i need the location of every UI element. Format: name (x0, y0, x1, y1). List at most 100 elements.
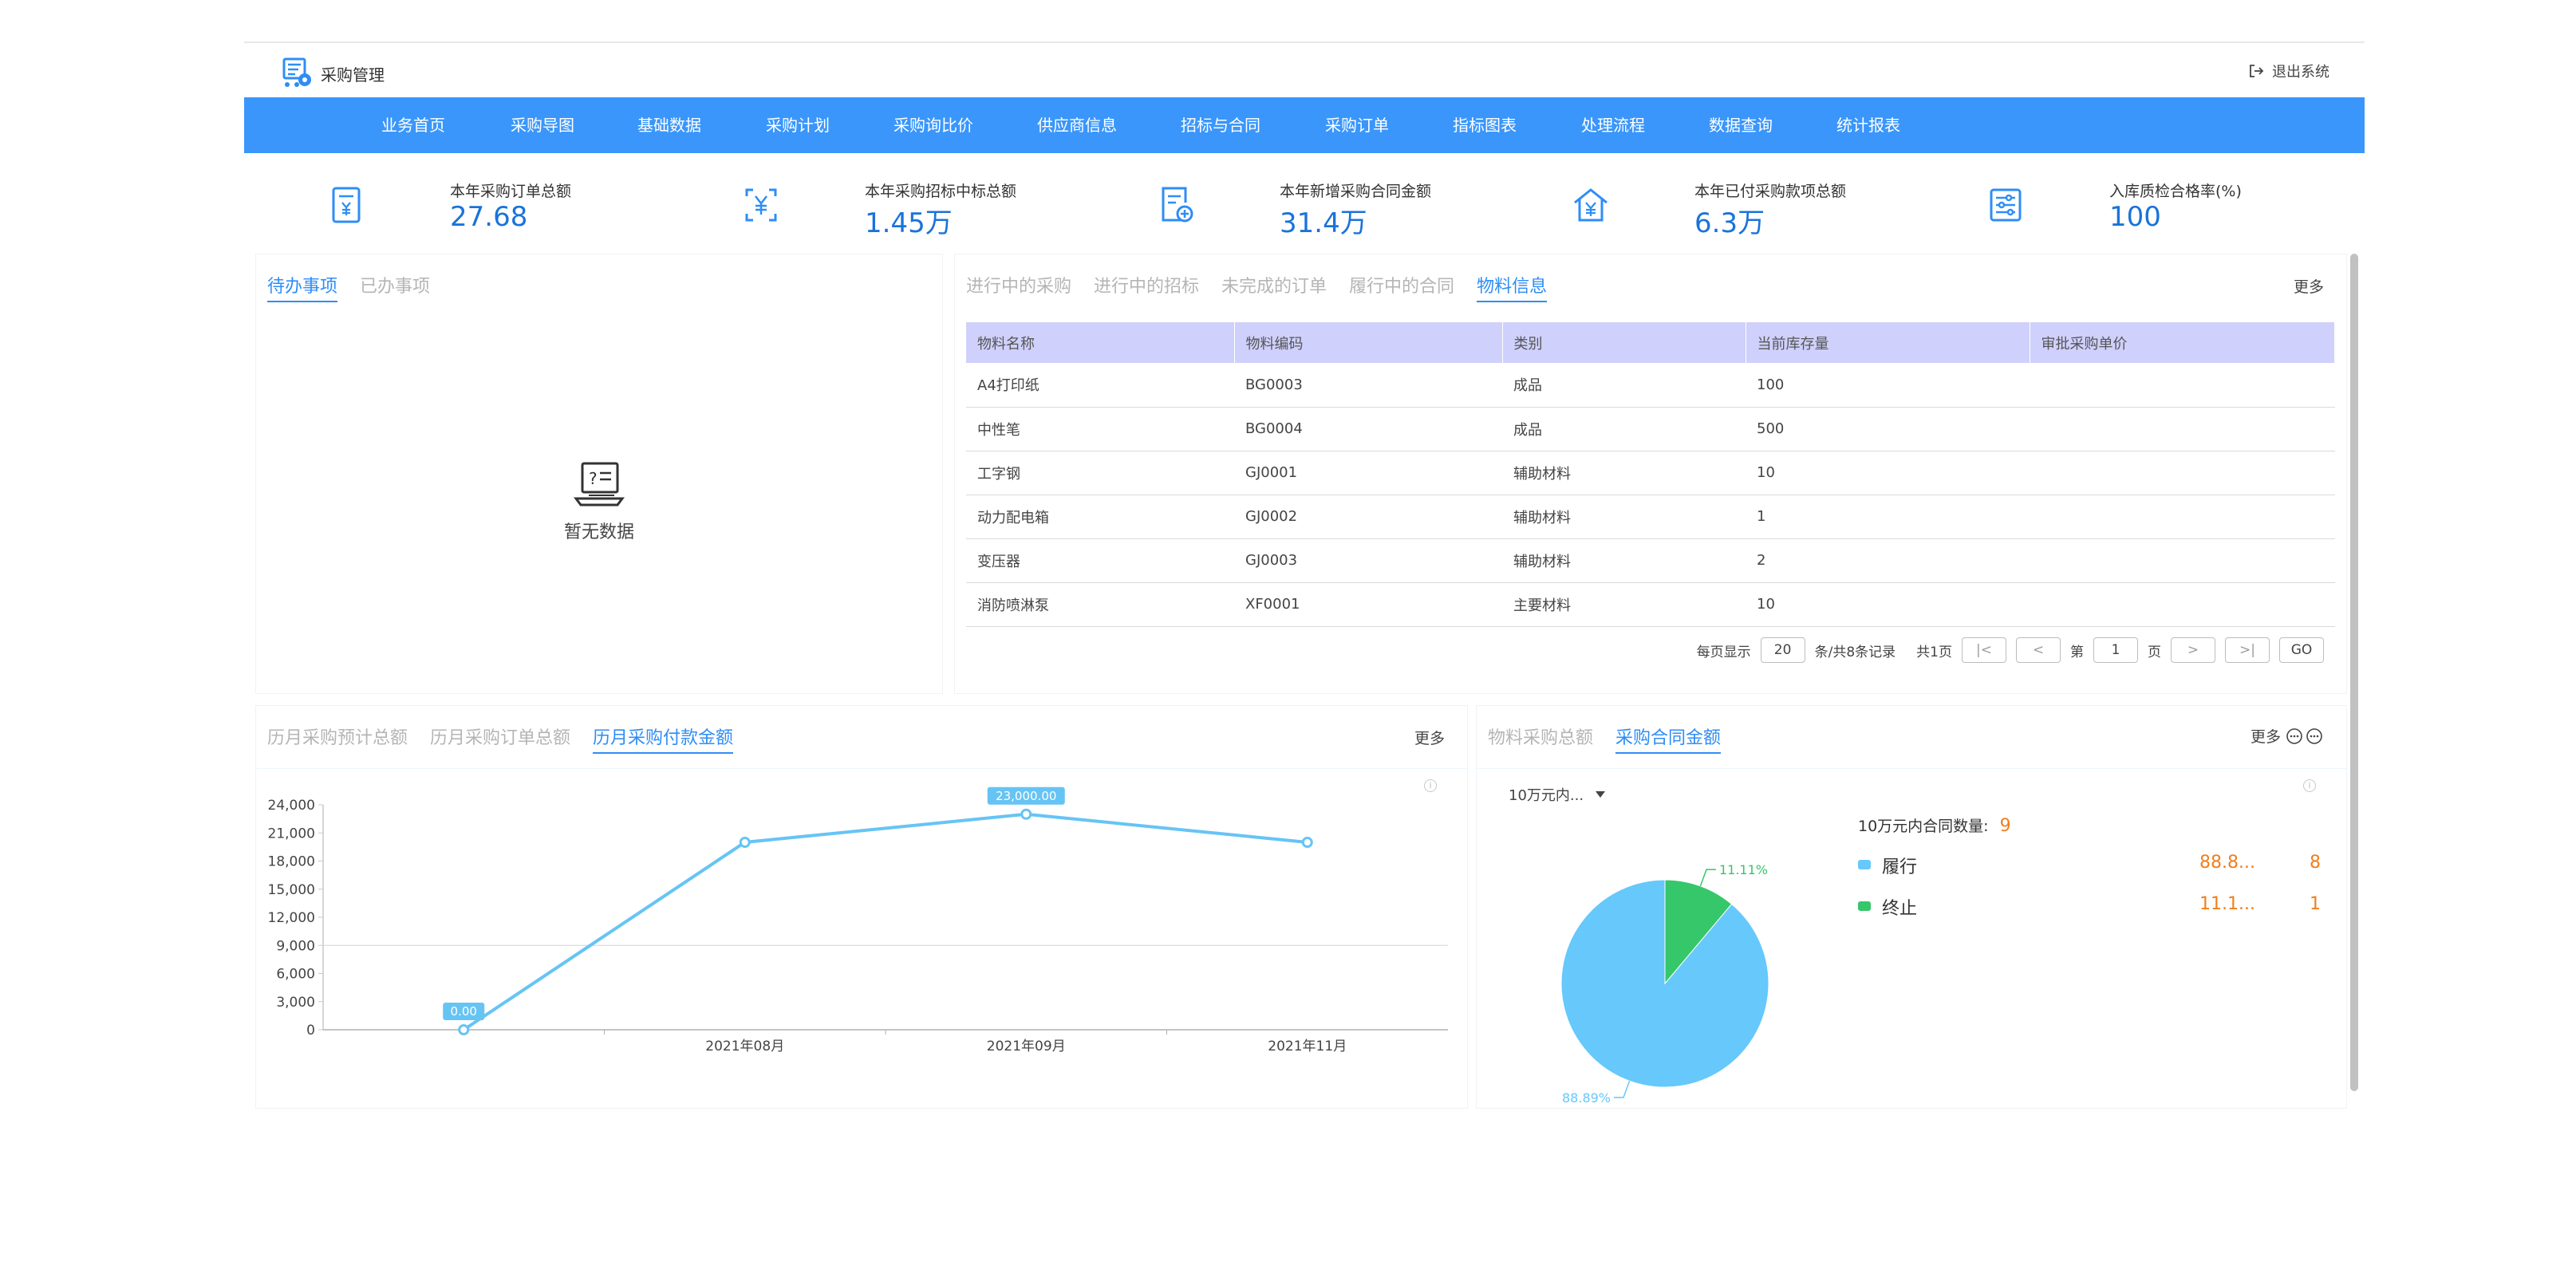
prev-page-button[interactable]: < (2016, 637, 2061, 663)
tab-material-info[interactable]: 物料信息 (1477, 272, 1548, 302)
table-row[interactable]: 变压器 GJ0003 辅助材料 2 (966, 538, 2335, 583)
table-header-row: 物料名称 物料编码 类别 当前库存量 审批采购单价 (966, 322, 2335, 363)
legend-name: 终止 (1882, 899, 1918, 919)
cell-name: 工字钢 (966, 451, 1234, 495)
column-header: 类别 (1502, 322, 1746, 363)
tab-active-contracts[interactable]: 履行中的合同 (1349, 277, 1455, 297)
tab-payment-total[interactable]: 历月采购付款金额 (593, 723, 734, 754)
y-tick-label: 3,000 (276, 995, 315, 1011)
range-filter-dropdown[interactable]: 10万元内... (1509, 784, 1606, 805)
nav-item-home[interactable]: 业务首页 (381, 116, 445, 135)
nav-item-price-compare[interactable]: 采购询比价 (894, 116, 973, 135)
tab-order-total[interactable]: 历月采购订单总额 (430, 728, 571, 748)
nav-item-basic-data[interactable]: 基础数据 (637, 116, 701, 135)
cell-code: GJ0001 (1234, 451, 1502, 495)
table-row[interactable]: 消防喷淋泵 XF0001 主要材料 10 (966, 582, 2335, 627)
stat-value: 1.45万 (865, 207, 953, 239)
cell-category: 辅助材料 (1502, 451, 1746, 495)
data-label: 23,000.00 (996, 789, 1056, 803)
line-chart: 0 3,000 6,000 9,000 12,000 15,000 18,000 21,000… (268, 786, 1448, 1054)
tab-pending[interactable]: 待办事项 (267, 272, 338, 302)
legend-swatch (1858, 860, 1871, 869)
page-scrollbar[interactable] (2350, 254, 2358, 1091)
more-link[interactable]: 更多 (1414, 730, 1445, 747)
cell-code: BG0004 (1234, 407, 1502, 451)
stat-value: 100 (2109, 201, 2161, 233)
nav-item-query[interactable]: 数据查询 (1709, 116, 1773, 135)
tab-ongoing-purchase[interactable]: 进行中的采购 (966, 277, 1072, 297)
slice-label: 11.11% (1719, 862, 1768, 877)
first-page-button[interactable]: |< (1962, 637, 2006, 663)
material-tabs: 进行中的采购 进行中的招标 未完成的订单 履行中的合同 物料信息 (966, 272, 1548, 302)
more-link[interactable]: 更多 (2293, 278, 2324, 296)
stat-value: 6.3万 (1694, 207, 1765, 239)
cell-category: 辅助材料 (1502, 495, 1746, 539)
app-title: 采购管理 (321, 65, 385, 85)
tab-ongoing-bidding[interactable]: 进行中的招标 (1094, 277, 1200, 297)
svg-text:?: ? (589, 469, 598, 488)
nav-item-reports[interactable]: 统计报表 (1836, 116, 1900, 135)
table-row[interactable]: 动力配电箱 GJ0002 辅助材料 1 (966, 495, 2335, 539)
slice-label: 88.89% (1562, 1090, 1611, 1105)
cell-stock: 1 (1746, 495, 2030, 539)
go-button[interactable]: GO (2279, 637, 2324, 663)
tab-unfinished-orders[interactable]: 未完成的订单 (1221, 277, 1327, 297)
nav-item-plan[interactable]: 采购计划 (766, 116, 830, 135)
nav-item-indicators[interactable]: 指标图表 (1453, 116, 1517, 135)
checklist-icon (1990, 188, 2022, 222)
next-page-button[interactable]: > (2171, 637, 2215, 663)
contract-more-group: 更多 (2251, 725, 2324, 747)
legend-pct: 88.8... (2199, 853, 2255, 873)
nav-item-workflow[interactable]: 处理流程 (1581, 116, 1645, 135)
legend-count: 1 (2310, 894, 2321, 914)
tab-material-total[interactable]: 物料采购总额 (1488, 728, 1594, 748)
tab-estimated-total[interactable]: 历月采购预计总额 (267, 728, 408, 748)
nav-item-orders[interactable]: 采购订单 (1325, 116, 1389, 135)
nav-item-map[interactable]: 采购导图 (511, 116, 574, 135)
contract-panel: 物料采购总额 采购合同金额 更多 10万元内... i 10万元内合同数量: 9… (1476, 705, 2347, 1109)
table-row[interactable]: 工字钢 GJ0001 辅助材料 10 (966, 451, 2335, 495)
nav-item-supplier[interactable]: 供应商信息 (1037, 116, 1117, 135)
pie-chart: 88.89% 11.11% (1560, 862, 1769, 1105)
cell-category: 成品 (1502, 407, 1746, 451)
column-header: 物料编码 (1234, 322, 1503, 363)
column-header: 审批采购单价 (2030, 322, 2335, 363)
page-number-input[interactable]: 1 (2093, 637, 2138, 663)
contract-tabs: 物料采购总额 采购合同金额 (1488, 723, 1722, 754)
last-page-button[interactable]: >| (2225, 637, 2270, 663)
nav-item-bidding[interactable]: 招标与合同 (1181, 116, 1260, 135)
stat-label: 本年新增采购合同金额 (1280, 183, 1432, 200)
info-icon[interactable]: i (2303, 779, 2316, 792)
info-icon[interactable]: i (1424, 779, 1437, 792)
tab-contract-amount[interactable]: 采购合同金额 (1615, 723, 1722, 754)
tab-done[interactable]: 已办事项 (360, 277, 431, 297)
cell-price (2030, 451, 2335, 495)
monthly-tabs: 历月采购预计总额 历月采购订单总额 历月采购付款金额 (267, 723, 734, 754)
yuan-scan-icon (745, 188, 777, 222)
cell-name: 动力配电箱 (966, 495, 1234, 539)
legend-item[interactable]: 终止 11.1... 1 (1858, 894, 2321, 919)
cell-category: 主要材料 (1502, 582, 1746, 627)
data-label-bg (443, 1003, 485, 1020)
cell-price (2030, 407, 2335, 451)
cell-code: BG0003 (1234, 363, 1502, 408)
stat-value: 31.4万 (1280, 207, 1367, 239)
cell-stock: 100 (1746, 363, 2030, 408)
contract-count: 10万元内合同数量: 9 (1858, 814, 2011, 836)
more-link[interactable]: 更多 (2250, 728, 2281, 746)
logout-button[interactable]: 退出系统 (2248, 61, 2329, 81)
per-page-input[interactable]: 20 (1760, 637, 1805, 663)
stat-value: 27.68 (450, 201, 528, 233)
x-tick-label: 2021年08月 (705, 1039, 784, 1054)
table-row[interactable]: A4打印纸 BG0003 成品 100 (966, 363, 2335, 408)
contract-add-icon (1162, 187, 1193, 223)
table-row[interactable]: 中性笔 BG0004 成品 500 (966, 407, 2335, 451)
stat-label: 本年采购订单总额 (450, 183, 572, 200)
cell-stock: 500 (1746, 407, 2030, 451)
slice-label-line (1699, 869, 1716, 887)
legend-item[interactable]: 履行 88.8... 8 (1858, 853, 2321, 877)
more-options-icon[interactable] (2286, 727, 2324, 745)
empty-text: 暂无数据 (563, 522, 634, 542)
legend-name: 履行 (1882, 857, 1918, 877)
cell-code: GJ0003 (1234, 538, 1502, 583)
